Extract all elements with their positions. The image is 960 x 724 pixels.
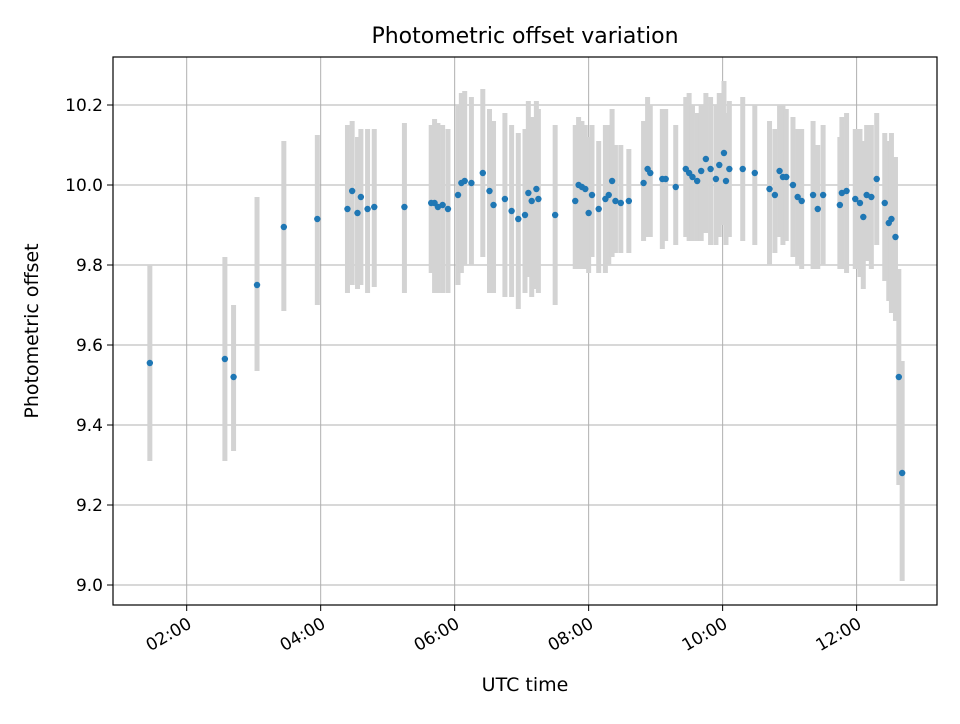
data-point — [783, 173, 790, 181]
data-point — [771, 191, 779, 199]
data-point — [843, 187, 850, 195]
data-point — [572, 197, 579, 205]
data-point — [454, 191, 462, 199]
data-point — [221, 355, 229, 363]
data-point — [608, 177, 616, 185]
data-point — [640, 179, 647, 187]
data-point — [625, 197, 633, 205]
data-point — [344, 205, 351, 213]
data-point — [856, 199, 864, 207]
data-point — [852, 195, 859, 203]
data-point — [798, 197, 805, 205]
data-point — [707, 165, 714, 173]
data-point — [479, 169, 486, 177]
data-point — [881, 199, 888, 207]
data-point — [860, 213, 867, 221]
data-point — [371, 203, 378, 211]
data-point — [612, 197, 619, 205]
data-point — [582, 185, 589, 193]
data-point — [776, 167, 783, 175]
data-point — [468, 179, 475, 187]
axis-ticks: 02:00 04:00 06:00 08:00 10:00 12:009.09.29.49… — [65, 96, 865, 656]
data-point — [895, 373, 903, 381]
plot-area-frame — [112, 56, 938, 606]
data-point — [836, 201, 844, 209]
data-point — [230, 373, 237, 381]
data-point — [726, 165, 733, 173]
data-point — [662, 175, 669, 183]
data-point — [585, 209, 592, 217]
data-point — [888, 215, 895, 223]
data-point — [525, 189, 532, 197]
data-point — [508, 207, 515, 215]
data-point — [751, 169, 758, 177]
data-point — [253, 281, 261, 289]
y-tick-label: 9.2 — [76, 496, 103, 516]
data-point — [819, 191, 827, 199]
data-point — [535, 195, 542, 203]
data-point — [461, 177, 468, 185]
data-point — [146, 359, 154, 367]
data-point — [401, 203, 408, 211]
data-point — [444, 205, 452, 213]
data-points — [146, 149, 906, 477]
y-tick-label: 10.2 — [65, 96, 103, 116]
y-tick-label: 9.4 — [76, 416, 103, 436]
y-tick-label: 9.0 — [76, 576, 103, 596]
data-point — [720, 149, 728, 157]
data-point — [354, 209, 361, 217]
data-point — [712, 175, 720, 183]
y-axis-label: Photometric offset — [21, 243, 43, 418]
data-point — [348, 187, 356, 195]
data-point — [605, 191, 612, 199]
data-point — [672, 183, 679, 191]
y-tick-label: 9.8 — [76, 256, 103, 276]
data-point — [280, 223, 288, 231]
data-point — [739, 165, 746, 173]
data-point — [501, 195, 509, 203]
data-point — [515, 215, 522, 223]
data-point — [697, 167, 705, 175]
data-point — [868, 193, 875, 201]
data-point — [702, 155, 710, 163]
data-point — [314, 215, 321, 223]
data-point — [357, 193, 365, 201]
data-point — [693, 177, 701, 185]
chart-title: Photometric offset variation — [371, 24, 678, 49]
data-point — [898, 469, 906, 477]
y-tick-label: 10.0 — [65, 176, 103, 196]
data-point — [528, 197, 535, 205]
data-point — [892, 233, 899, 241]
data-point — [490, 201, 497, 209]
data-point — [588, 191, 596, 199]
data-point — [595, 205, 602, 213]
data-point — [439, 201, 446, 209]
data-point — [533, 185, 540, 193]
data-point — [722, 177, 730, 185]
data-point — [647, 169, 654, 177]
data-point — [716, 161, 723, 169]
data-point — [689, 173, 696, 181]
data-point — [486, 187, 493, 195]
data-point — [617, 199, 624, 207]
data-point — [794, 193, 801, 201]
data-point — [814, 205, 821, 213]
data-point — [873, 175, 880, 183]
data-point — [789, 181, 797, 189]
data-point — [766, 185, 773, 193]
data-point — [551, 211, 559, 219]
data-point — [364, 205, 371, 213]
data-point — [809, 191, 817, 199]
y-tick-label: 9.6 — [76, 336, 103, 356]
x-axis-label: UTC time — [482, 674, 569, 696]
data-point — [521, 211, 529, 219]
